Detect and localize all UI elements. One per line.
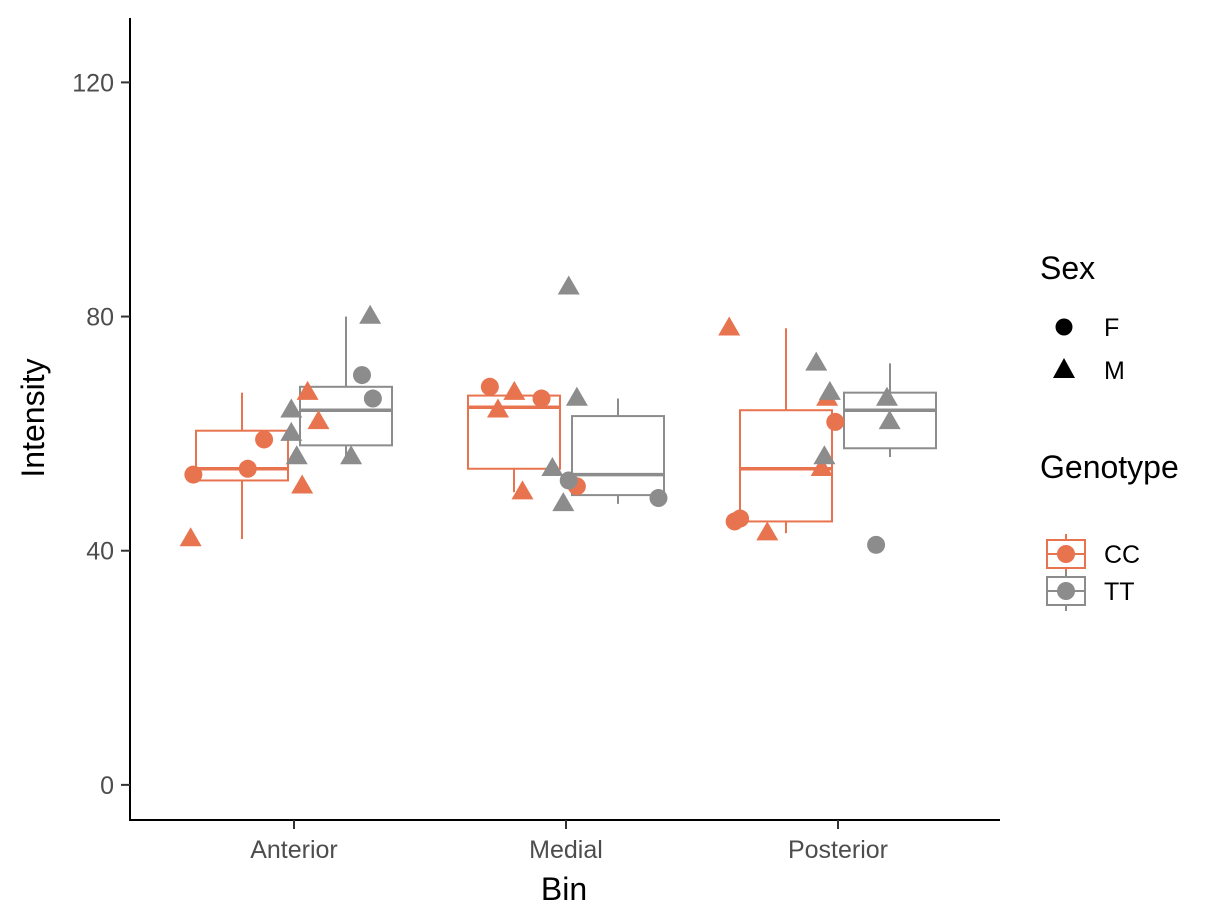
point-cc-male bbox=[487, 398, 509, 418]
point-tt-male bbox=[805, 351, 828, 371]
box-tt-medial bbox=[571, 398, 665, 504]
point-tt-male bbox=[878, 410, 901, 430]
point-tt-female bbox=[559, 471, 578, 490]
y-tick-label: 40 bbox=[86, 538, 114, 566]
legend-genotype-label: TT bbox=[1104, 578, 1135, 606]
point-cc-male bbox=[179, 527, 202, 547]
point-cc-male bbox=[810, 456, 833, 476]
point-tt-male bbox=[552, 492, 575, 512]
legends: Sex FM Genotype CC TT bbox=[1040, 250, 1179, 611]
point-tt-female bbox=[353, 366, 371, 385]
point-cc-male bbox=[307, 410, 330, 430]
legend-genotype-key-tt bbox=[1046, 571, 1086, 611]
y-axis-title: Intensity bbox=[15, 358, 51, 477]
point-cc-male bbox=[756, 521, 779, 541]
legend-sex: Sex FM bbox=[1040, 250, 1125, 385]
point-cc-female bbox=[826, 412, 845, 431]
point-tt-male bbox=[813, 445, 836, 465]
x-tick-label: Anterior bbox=[250, 836, 338, 864]
point-tt-male bbox=[565, 386, 588, 406]
legend-sex-title: Sex bbox=[1040, 250, 1095, 286]
point-tt-female bbox=[867, 535, 886, 554]
legend-genotype-key-cc bbox=[1046, 534, 1086, 574]
legend-sex-label: F bbox=[1104, 314, 1119, 342]
point-tt-male bbox=[541, 456, 564, 476]
point-tt-male bbox=[557, 275, 580, 295]
x-axis: Anterior Medial Posterior bbox=[129, 819, 1000, 864]
box-iqr bbox=[571, 415, 665, 497]
point-tt-female bbox=[363, 389, 382, 408]
point-tt-male bbox=[875, 386, 898, 406]
point-cc-female bbox=[255, 430, 274, 449]
box-cc-medial bbox=[467, 386, 561, 493]
legend-sex-label: M bbox=[1104, 357, 1125, 385]
point-cc-male bbox=[718, 316, 741, 336]
legend-male-key bbox=[1053, 358, 1075, 378]
x-tick-label: Posterior bbox=[788, 836, 888, 864]
legend-key-point bbox=[1057, 545, 1075, 563]
point-cc-male bbox=[503, 380, 526, 400]
point-tt-male bbox=[280, 398, 303, 418]
y-axis: 0 40 80 120 bbox=[72, 18, 131, 821]
legend-genotype-title: Genotype bbox=[1040, 449, 1179, 485]
point-cc-female bbox=[480, 377, 499, 396]
x-axis-title: Bin bbox=[541, 871, 587, 907]
legend-female-key bbox=[1055, 318, 1073, 336]
point-cc-female bbox=[184, 465, 203, 484]
point-cc-female bbox=[238, 459, 257, 478]
point-tt-male bbox=[280, 421, 303, 441]
point-cc-female bbox=[731, 509, 750, 528]
plot-area bbox=[179, 275, 937, 554]
legend-genotype: Genotype CC TT bbox=[1040, 449, 1179, 611]
y-tick-label: 80 bbox=[86, 304, 114, 332]
box-tt-anterior bbox=[299, 316, 393, 458]
point-cc-female bbox=[532, 389, 551, 408]
point-tt-male bbox=[818, 380, 841, 400]
legend-key-point bbox=[1057, 582, 1075, 600]
legend-genotype-label: CC bbox=[1104, 541, 1140, 569]
point-cc-male bbox=[291, 474, 314, 494]
point-tt-male bbox=[359, 304, 382, 324]
y-tick-label: 0 bbox=[100, 772, 114, 800]
box-tt-posterior bbox=[843, 363, 937, 458]
y-tick-label: 120 bbox=[72, 69, 114, 97]
point-tt-male bbox=[340, 445, 363, 465]
point-cc-male bbox=[296, 380, 319, 400]
point-tt-male bbox=[285, 445, 308, 465]
point-cc-male bbox=[511, 480, 534, 500]
point-tt-female bbox=[649, 489, 668, 508]
x-tick-label: Medial bbox=[529, 836, 603, 864]
